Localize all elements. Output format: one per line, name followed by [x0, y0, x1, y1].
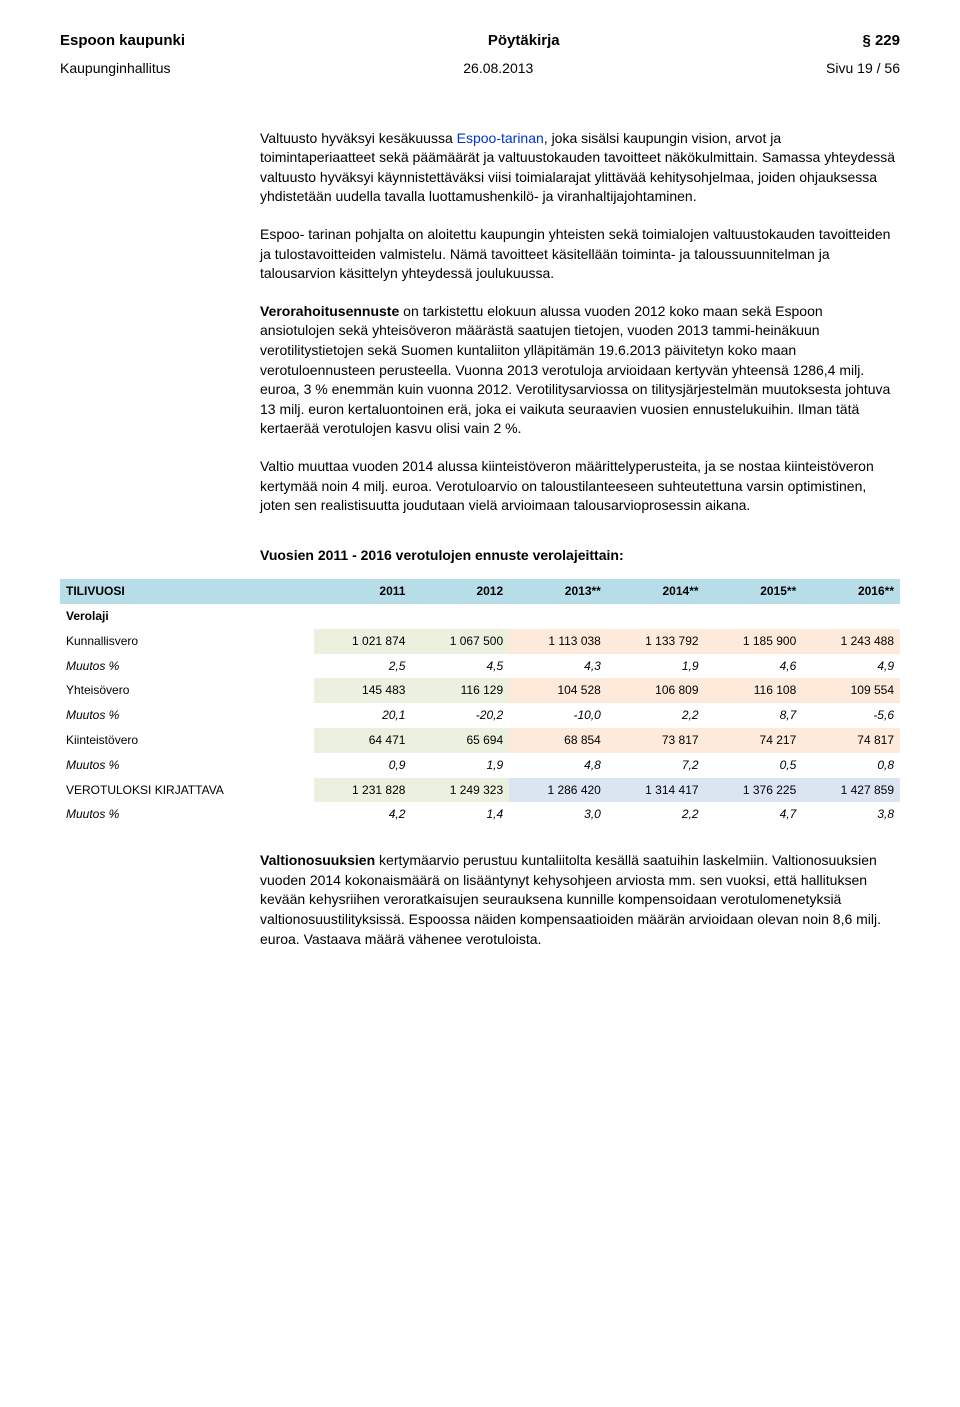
cell: 2,5: [314, 654, 412, 679]
cell: 74 817: [802, 728, 900, 753]
table-row: Yhteisövero145 483116 129104 528106 8091…: [60, 678, 900, 703]
table-row: Kiinteistövero64 47165 69468 85473 81774…: [60, 728, 900, 753]
body-text: Valtuusto hyväksyi kesäkuussa Espoo-tari…: [260, 129, 900, 516]
cell: 1 231 828: [314, 778, 412, 803]
cell: 0,8: [802, 753, 900, 778]
cell: 4,5: [411, 654, 509, 679]
cell: 1 113 038: [509, 629, 607, 654]
header-right: § 229: [862, 30, 900, 51]
footer-text: Valtionosuuksien kertymäarvio perustuu k…: [260, 851, 900, 949]
cell: 1,9: [607, 654, 705, 679]
row-label: Muutos %: [60, 703, 314, 728]
cell: -5,6: [802, 703, 900, 728]
cell: 74 217: [705, 728, 803, 753]
cell: 1,9: [411, 753, 509, 778]
cell: 1 427 859: [802, 778, 900, 803]
col-year: 2015**: [705, 579, 803, 604]
table-row: Kunnallisvero1 021 8741 067 5001 113 038…: [60, 629, 900, 654]
cell: 4,6: [705, 654, 803, 679]
cell: 0,9: [314, 753, 412, 778]
paragraph-2: Espoo- tarinan pohjalta on aloitettu kau…: [260, 225, 900, 284]
p3-bold: Verorahoitusennuste: [260, 303, 399, 319]
cell: 145 483: [314, 678, 412, 703]
cell: 4,7: [705, 802, 803, 827]
document-subheader: Kaupunginhallitus 26.08.2013 Sivu 19 / 5…: [60, 59, 900, 79]
cell: 4,2: [314, 802, 412, 827]
cell: 8,7: [705, 703, 803, 728]
table-row: Muutos %4,21,43,02,24,73,8: [60, 802, 900, 827]
verolaji-row: Verolaji: [60, 604, 900, 629]
p3-rest: on tarkistettu elokuun alussa vuoden 201…: [260, 303, 890, 437]
cell: 1 067 500: [411, 629, 509, 654]
col-label: TILIVUOSI: [60, 579, 314, 604]
cell: 0,5: [705, 753, 803, 778]
cell: 4,8: [509, 753, 607, 778]
row-label: VEROTULOKSI KIRJATTAVA: [60, 778, 314, 803]
table-row: Muutos %0,91,94,87,20,50,8: [60, 753, 900, 778]
cell: 64 471: [314, 728, 412, 753]
espoo-tarina-link[interactable]: Espoo-tarinan: [457, 130, 544, 146]
cell: 68 854: [509, 728, 607, 753]
paragraph-3: Verorahoitusennuste on tarkistettu eloku…: [260, 302, 900, 439]
col-year: 2011: [314, 579, 412, 604]
row-label: Kiinteistövero: [60, 728, 314, 753]
cell: 4,9: [802, 654, 900, 679]
cell: 1 314 417: [607, 778, 705, 803]
cell: 4,3: [509, 654, 607, 679]
subheader-center: 26.08.2013: [463, 59, 533, 79]
table-title: Vuosien 2011 - 2016 verotulojen ennuste …: [260, 546, 900, 566]
cell: 1 243 488: [802, 629, 900, 654]
col-year: 2012: [411, 579, 509, 604]
row-label: Yhteisövero: [60, 678, 314, 703]
cell: 1,4: [411, 802, 509, 827]
cell: 104 528: [509, 678, 607, 703]
cell: 109 554: [802, 678, 900, 703]
cell: 1 376 225: [705, 778, 803, 803]
cell: 1 286 420: [509, 778, 607, 803]
paragraph-4: Valtio muuttaa vuoden 2014 alussa kiinte…: [260, 457, 900, 516]
col-year: 2013**: [509, 579, 607, 604]
row-label: Muutos %: [60, 753, 314, 778]
verolaji-label: Verolaji: [60, 604, 900, 629]
table-row: Muutos %20,1-20,2-10,02,28,7-5,6: [60, 703, 900, 728]
table-header-row: TILIVUOSI201120122013**2014**2015**2016*…: [60, 579, 900, 604]
header-center: Pöytäkirja: [488, 30, 560, 51]
cell: 7,2: [607, 753, 705, 778]
table-row: Muutos %2,54,54,31,94,64,9: [60, 654, 900, 679]
cell: 3,0: [509, 802, 607, 827]
cell: 65 694: [411, 728, 509, 753]
row-label: Kunnallisvero: [60, 629, 314, 654]
col-year: 2016**: [802, 579, 900, 604]
cell: 73 817: [607, 728, 705, 753]
cell: 20,1: [314, 703, 412, 728]
cell: 3,8: [802, 802, 900, 827]
header-left: Espoon kaupunki: [60, 30, 185, 51]
document-header: Espoon kaupunki Pöytäkirja § 229: [60, 30, 900, 51]
cell: 2,2: [607, 703, 705, 728]
cell: 1 185 900: [705, 629, 803, 654]
col-year: 2014**: [607, 579, 705, 604]
p1-pre: Valtuusto hyväksyi kesäkuussa: [260, 130, 457, 146]
cell: 1 021 874: [314, 629, 412, 654]
cell: 116 108: [705, 678, 803, 703]
cell: 106 809: [607, 678, 705, 703]
table-body: VerolajiKunnallisvero1 021 8741 067 5001…: [60, 604, 900, 827]
subheader-right: Sivu 19 / 56: [826, 59, 900, 79]
cell: -20,2: [411, 703, 509, 728]
paragraph-footer: Valtionosuuksien kertymäarvio perustuu k…: [260, 851, 900, 949]
paragraph-1: Valtuusto hyväksyi kesäkuussa Espoo-tari…: [260, 129, 900, 207]
cell: 1 133 792: [607, 629, 705, 654]
cell: 2,2: [607, 802, 705, 827]
row-label: Muutos %: [60, 802, 314, 827]
cell: -10,0: [509, 703, 607, 728]
table-row: VEROTULOKSI KIRJATTAVA1 231 8281 249 323…: [60, 778, 900, 803]
cell: 1 249 323: [411, 778, 509, 803]
row-label: Muutos %: [60, 654, 314, 679]
tax-forecast-table: TILIVUOSI201120122013**2014**2015**2016*…: [60, 579, 900, 827]
subheader-left: Kaupunginhallitus: [60, 59, 171, 79]
footer-bold: Valtionosuuksien: [260, 852, 375, 868]
cell: 116 129: [411, 678, 509, 703]
